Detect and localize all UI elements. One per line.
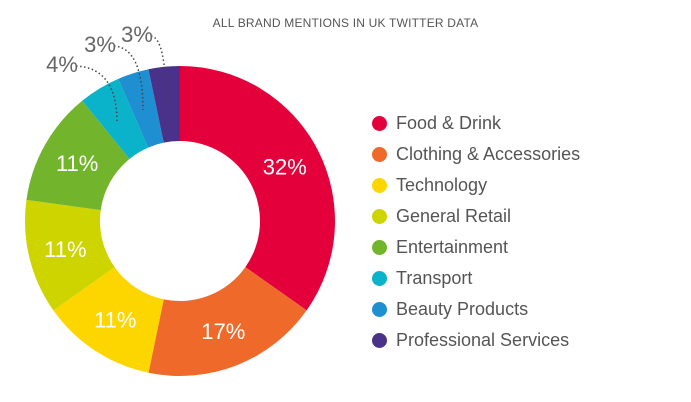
legend-item: Transport xyxy=(372,263,580,294)
legend-label: Food & Drink xyxy=(396,113,502,133)
legend-label: Clothing & Accessories xyxy=(396,144,581,164)
chart-title: ALL BRAND MENTIONS IN UK TWITTER DATA xyxy=(212,16,479,30)
leader-line xyxy=(150,35,167,105)
legend-swatch xyxy=(372,147,387,162)
legend-item: Beauty Products xyxy=(372,294,580,325)
donut-slice xyxy=(82,78,149,159)
legend-swatch xyxy=(372,209,387,224)
legend-label: General Retail xyxy=(396,206,512,226)
donut-slice xyxy=(180,66,336,311)
legend-label: Transport xyxy=(396,268,473,288)
slice-label: 11% xyxy=(44,237,86,262)
legend-label: Beauty Products xyxy=(396,299,529,319)
legend-label: Entertainment xyxy=(396,237,509,257)
slice-label: 3% xyxy=(121,22,153,47)
legend: Food & Drink Clothing & Accessories Techno… xyxy=(372,108,580,356)
donut-slice xyxy=(118,69,164,148)
donut-slice xyxy=(25,199,115,311)
slice-label: 4% xyxy=(46,52,78,77)
donut-slice xyxy=(148,66,180,143)
slice-label: 11% xyxy=(94,308,136,333)
slice-label: 3% xyxy=(84,32,116,57)
legend-swatch xyxy=(372,271,387,286)
legend-item: Professional Services xyxy=(372,325,580,356)
slice-label: 11% xyxy=(56,151,98,176)
donut-chart: 32%17%11%11%11%4%3% 3% xyxy=(25,22,336,376)
legend-label: Professional Services xyxy=(396,330,570,350)
legend-item: Technology xyxy=(372,170,580,201)
legend-item: General Retail xyxy=(372,201,580,232)
slice-label: 32% xyxy=(263,155,307,180)
legend-swatch xyxy=(372,116,387,131)
legend-item: Entertainment xyxy=(372,232,580,263)
donut-slice xyxy=(26,100,130,211)
donut-slice xyxy=(53,267,164,373)
legend-swatch xyxy=(372,240,387,255)
leader-line xyxy=(75,65,118,123)
slice-label: 17% xyxy=(201,319,245,344)
legend-item: Clothing & Accessories xyxy=(372,139,580,170)
leader-line xyxy=(113,45,144,111)
legend-label: Technology xyxy=(396,175,488,195)
legend-swatch xyxy=(372,333,387,348)
donut-slice xyxy=(148,267,307,376)
legend-swatch xyxy=(372,178,387,193)
legend-item: Food & Drink xyxy=(372,108,580,139)
legend-swatch xyxy=(372,302,387,317)
